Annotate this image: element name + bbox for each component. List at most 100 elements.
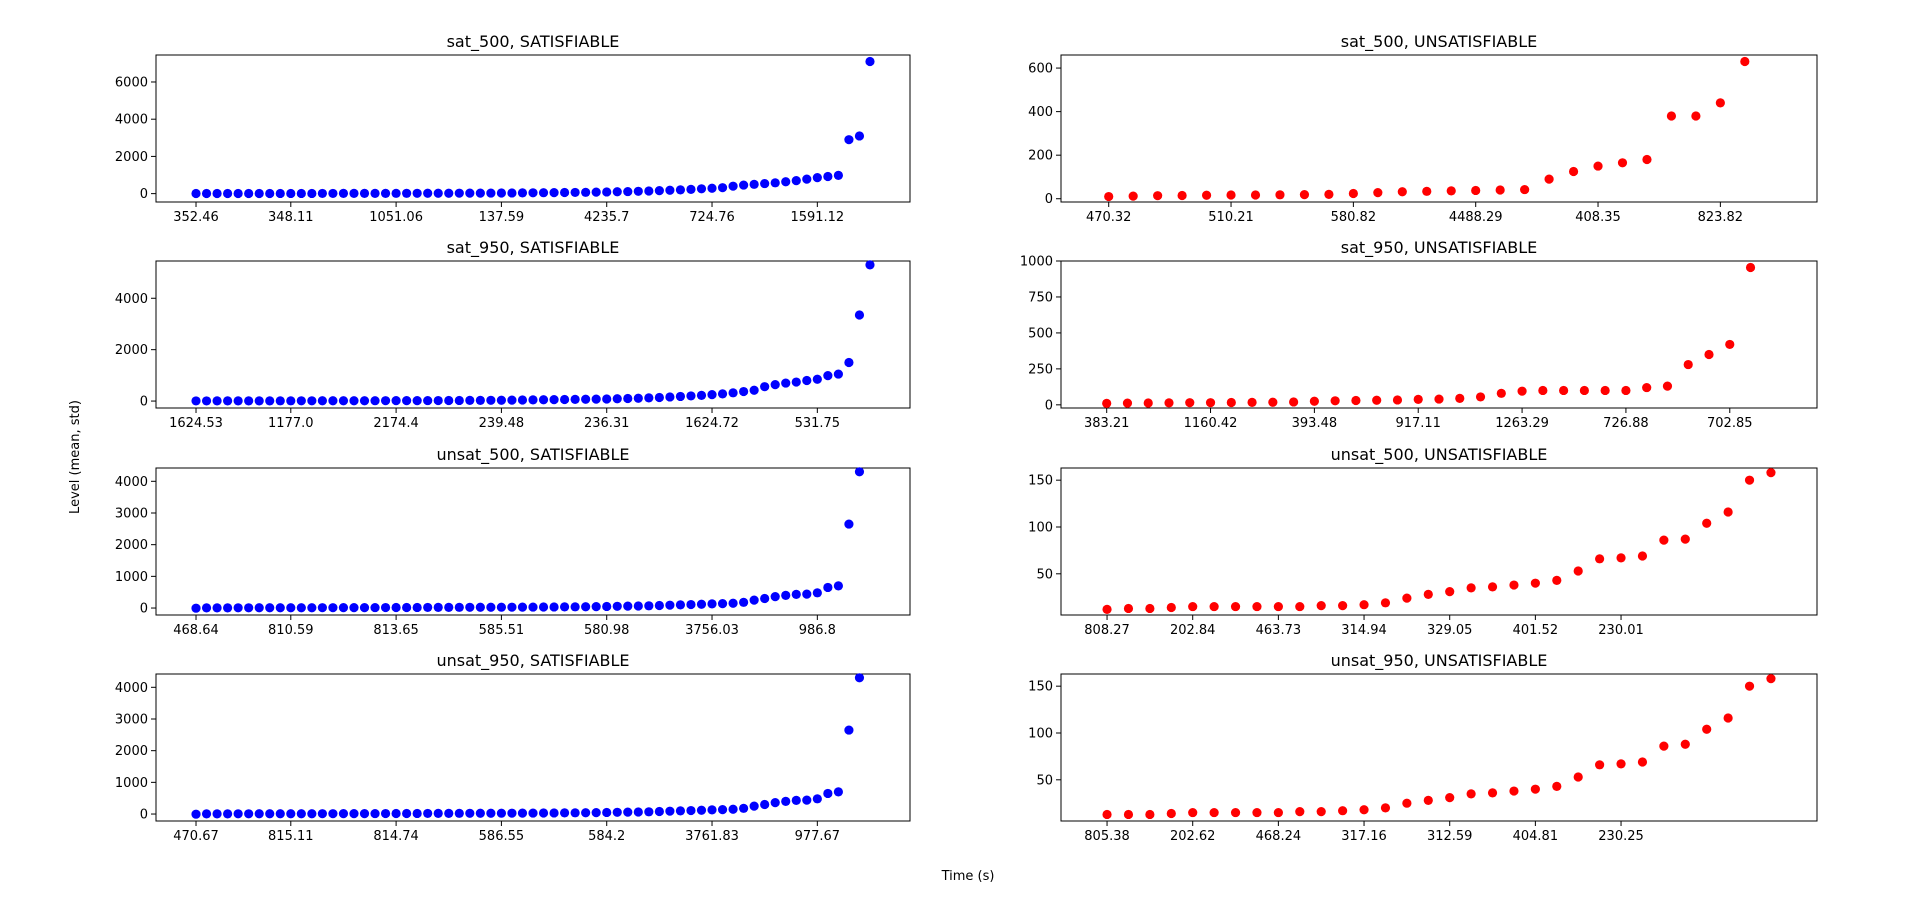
data-point xyxy=(833,170,843,180)
data-point xyxy=(286,188,296,199)
data-point xyxy=(1380,803,1391,813)
data-point xyxy=(201,603,212,613)
y-tick-label: 50 xyxy=(1036,773,1053,788)
data-point xyxy=(402,396,412,406)
data-point xyxy=(1250,190,1261,200)
data-point xyxy=(286,603,296,613)
data-point xyxy=(412,395,422,406)
data-point xyxy=(1740,56,1750,67)
subplot-title: unsat_500, UNSATISFIABLE xyxy=(1331,445,1548,465)
data-point xyxy=(591,808,601,818)
data-point xyxy=(307,396,317,406)
data-point xyxy=(1188,601,1198,612)
data-point xyxy=(486,808,496,818)
data-point xyxy=(444,395,454,406)
data-point xyxy=(665,392,675,402)
data-point xyxy=(1552,781,1562,791)
data-point xyxy=(244,188,254,199)
data-point xyxy=(465,808,475,818)
data-point xyxy=(1324,189,1334,199)
data-point xyxy=(370,396,380,406)
data-point xyxy=(1637,757,1648,767)
data-point xyxy=(1230,807,1241,818)
plot-frame xyxy=(155,260,911,409)
data-point xyxy=(1188,807,1198,818)
data-point xyxy=(423,808,433,819)
data-point xyxy=(1247,397,1257,407)
data-point xyxy=(1723,507,1733,517)
x-tick-label: 202.84 xyxy=(1170,623,1216,638)
data-point xyxy=(391,396,401,406)
data-point xyxy=(1642,382,1652,393)
data-point xyxy=(349,188,359,199)
data-point xyxy=(201,396,212,406)
data-point xyxy=(696,805,707,815)
subplot-8: unsat_950, UNSATISFIABLE 50 100 150 805.38 20… xyxy=(1028,651,1818,844)
data-point xyxy=(1680,534,1690,544)
data-point xyxy=(612,807,622,817)
data-point xyxy=(538,602,549,612)
data-point xyxy=(728,181,738,191)
x-tick-label: 408.35 xyxy=(1575,210,1621,225)
data-point xyxy=(581,394,591,404)
data-point xyxy=(791,589,801,600)
data-point xyxy=(781,796,791,806)
data-point xyxy=(307,188,317,199)
data-point xyxy=(654,600,664,611)
data-point xyxy=(380,396,391,406)
data-point xyxy=(391,188,401,198)
data-point xyxy=(254,396,264,406)
data-point xyxy=(1104,191,1114,202)
data-point xyxy=(1273,807,1283,818)
x-tick-label: 724.76 xyxy=(689,210,735,225)
data-point xyxy=(1273,601,1283,612)
data-point xyxy=(1552,575,1562,585)
data-point xyxy=(812,794,822,804)
data-point xyxy=(707,390,717,400)
data-point xyxy=(1226,397,1236,408)
data-point xyxy=(1573,566,1583,576)
subplot-6: unsat_500, UNSATISFIABLE 50 100 150 808.27 20… xyxy=(1028,445,1818,638)
data-point xyxy=(717,598,728,609)
data-point xyxy=(1680,739,1690,749)
y-tick-label: 2000 xyxy=(115,538,148,553)
data-point xyxy=(528,602,538,612)
data-point xyxy=(602,601,612,612)
data-point xyxy=(633,601,643,611)
data-point xyxy=(423,395,433,406)
data-point xyxy=(528,188,538,198)
data-point xyxy=(1423,795,1433,806)
data-point xyxy=(865,260,875,270)
x-tick-label: 468.24 xyxy=(1256,829,1302,844)
data-point xyxy=(549,395,559,405)
data-point xyxy=(770,380,780,390)
data-point xyxy=(675,600,686,610)
data-point xyxy=(496,395,507,405)
data-point xyxy=(433,188,443,198)
data-point xyxy=(1295,601,1305,612)
subplot-title: unsat_950, SATISFIABLE xyxy=(436,651,629,671)
x-tick-label: 726.88 xyxy=(1603,416,1649,431)
data-point xyxy=(528,808,538,818)
x-tick-label: 314.94 xyxy=(1341,623,1387,638)
data-point xyxy=(254,809,264,819)
data-point xyxy=(549,602,559,612)
data-point xyxy=(844,135,854,145)
data-point xyxy=(1446,186,1456,196)
data-point xyxy=(728,388,738,398)
data-point xyxy=(623,393,633,404)
data-point xyxy=(233,396,243,406)
data-point xyxy=(1445,792,1455,803)
subplot-title: unsat_500, SATISFIABLE xyxy=(436,445,629,465)
data-point xyxy=(475,808,485,818)
data-point xyxy=(823,582,833,593)
data-point xyxy=(486,188,496,198)
data-point xyxy=(1637,551,1648,561)
subplot-title: sat_950, UNSATISFIABLE xyxy=(1341,238,1537,258)
data-point xyxy=(591,602,601,612)
plot-frame xyxy=(1060,673,1818,822)
plot-frame xyxy=(155,673,911,822)
data-point xyxy=(265,809,275,819)
data-point xyxy=(1702,724,1712,734)
data-point xyxy=(1621,385,1631,396)
